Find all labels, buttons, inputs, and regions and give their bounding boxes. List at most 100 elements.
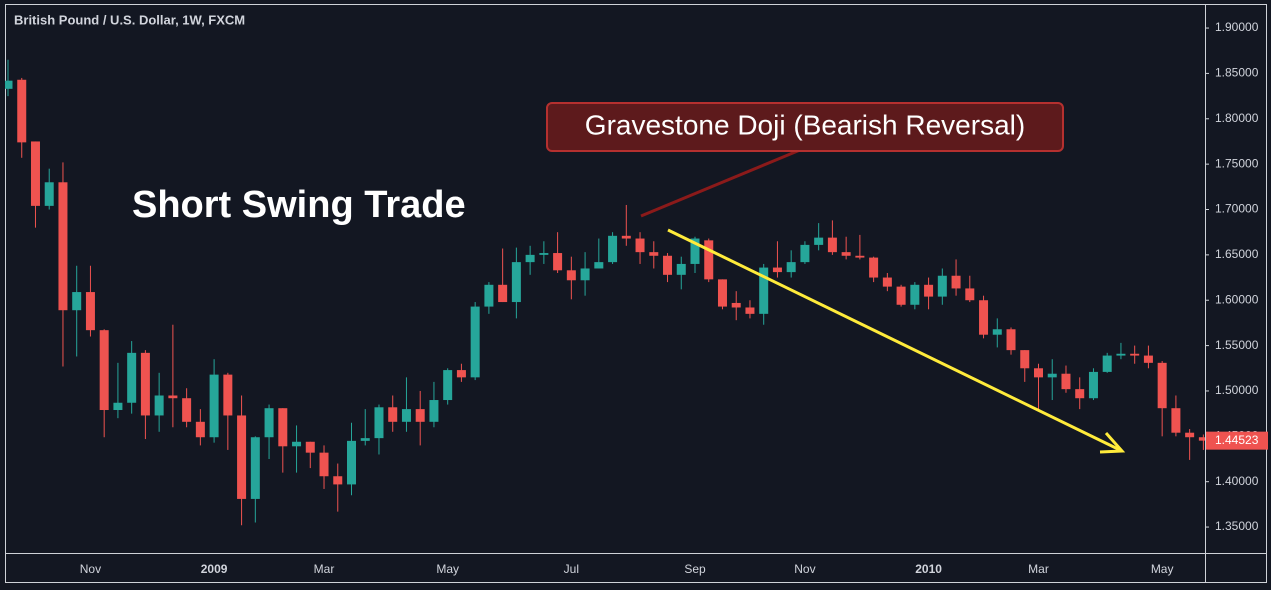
candle-body	[1020, 350, 1030, 369]
callout-box	[546, 102, 1064, 152]
candle-body	[690, 238, 700, 264]
annotation: Gravestone Doji (Bearish Reversal)	[585, 109, 1025, 140]
candle-body	[388, 407, 398, 422]
candle-body	[333, 476, 343, 485]
candle-body	[717, 279, 727, 307]
candle-body	[896, 286, 906, 305]
candle-body	[443, 370, 453, 401]
candle-body	[594, 262, 604, 269]
candle-body	[360, 438, 370, 441]
candle-body	[415, 409, 425, 422]
candle-body	[72, 292, 82, 311]
candle-body	[1047, 373, 1057, 378]
candle-body	[1034, 368, 1043, 378]
candle-body	[910, 284, 920, 305]
candle-body	[1075, 389, 1085, 399]
candle-body	[182, 398, 192, 422]
candle-body	[704, 240, 714, 280]
price-tag	[1206, 431, 1268, 450]
candle-body	[882, 277, 892, 287]
candle-body	[140, 352, 150, 416]
x-tick-label: Mar	[1028, 562, 1049, 576]
candle-body	[608, 235, 618, 263]
candle-body	[195, 421, 205, 438]
x-tick-label: May	[1151, 562, 1174, 576]
candle-body	[814, 237, 824, 245]
candle-body	[374, 407, 384, 439]
price-tag-label: 1.44523	[1215, 433, 1259, 447]
candle-body	[992, 329, 1002, 335]
candle-body	[1088, 371, 1098, 399]
y-tick-label: 1.50000	[1215, 383, 1259, 397]
candle-body	[621, 235, 631, 239]
candle-body	[1006, 329, 1016, 351]
y-tick-label: 1.40000	[1215, 474, 1259, 488]
candle-body	[511, 262, 521, 303]
y-tick-label: 1.65000	[1215, 247, 1259, 261]
candle-body	[1116, 353, 1126, 356]
x-tick-label: Mar	[314, 562, 335, 576]
x-tick-label: May	[436, 562, 459, 576]
x-tick-label: 2010	[915, 562, 942, 576]
candle-body	[772, 267, 782, 273]
candle-body	[745, 307, 755, 314]
candle-body	[525, 254, 535, 263]
candle-body	[965, 288, 975, 301]
candle-body	[127, 352, 137, 403]
candle-body	[154, 395, 164, 416]
candle-body	[58, 182, 68, 311]
candle-body	[456, 370, 466, 378]
candle-body	[841, 252, 851, 256]
candle-body	[759, 267, 769, 314]
candle-body	[347, 440, 356, 485]
y-tick-label: 1.70000	[1215, 202, 1259, 216]
candle-body	[250, 437, 260, 499]
candle-body	[278, 408, 288, 447]
candle-body	[1198, 437, 1205, 441]
candle-body	[1102, 355, 1112, 372]
candle-body	[786, 262, 796, 273]
annotation: Short Swing Trade	[132, 184, 466, 226]
x-tick-label: Nov	[80, 562, 101, 576]
candle-body	[223, 374, 233, 416]
candle-body	[1157, 362, 1167, 409]
candle-body	[869, 257, 879, 278]
candle-body	[264, 408, 274, 438]
y-tick-label: 1.75000	[1215, 156, 1259, 170]
candle-body	[937, 275, 947, 297]
x-tick-label: Jul	[564, 562, 579, 576]
candle-body	[800, 244, 810, 263]
candle-body	[99, 330, 109, 411]
y-tick-label: 1.80000	[1215, 111, 1259, 125]
candle-body	[44, 182, 54, 206]
candle-body	[635, 238, 645, 253]
candle-body	[401, 409, 411, 422]
candle-body	[1143, 355, 1153, 363]
trend-arrow	[667, 228, 1121, 452]
y-tick-label: 1.35000	[1215, 519, 1259, 533]
frame	[5, 4, 1267, 583]
candle-body	[1185, 432, 1195, 438]
candle-body	[85, 292, 95, 331]
candle-body	[1061, 373, 1071, 390]
candle-body	[429, 400, 439, 422]
candle-body	[470, 306, 480, 378]
candle-body	[566, 270, 576, 281]
candle-body	[113, 402, 123, 411]
candle-body	[951, 275, 961, 289]
candle-body	[924, 284, 934, 297]
y-tick-label: 1.85000	[1215, 66, 1259, 80]
trend-arrow-head	[1099, 432, 1126, 454]
y-tick-label: 1.55000	[1215, 338, 1259, 352]
chart-title: British Pound / U.S. Dollar, 1W, FXCM	[14, 12, 245, 27]
candle-body	[1171, 408, 1181, 433]
candle-body	[676, 263, 686, 275]
y-tick-label: 1.90000	[1215, 20, 1259, 34]
candle-body	[319, 452, 329, 477]
candle-body	[17, 79, 27, 143]
x-tick-label: Sep	[684, 562, 706, 576]
callout-line	[640, 148, 801, 218]
candle-body	[209, 374, 219, 438]
